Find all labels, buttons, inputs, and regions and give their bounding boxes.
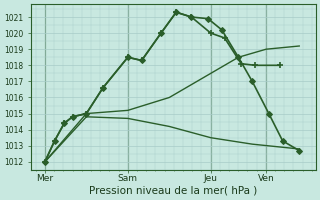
X-axis label: Pression niveau de la mer( hPa ): Pression niveau de la mer( hPa ): [89, 186, 258, 196]
